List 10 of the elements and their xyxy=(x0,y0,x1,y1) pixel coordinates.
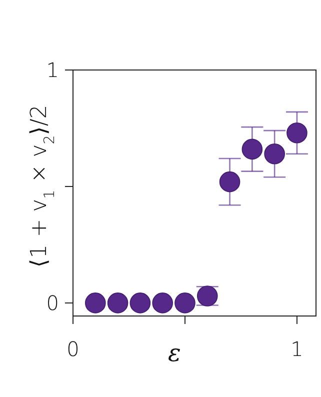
point xyxy=(84,292,106,314)
point xyxy=(219,171,240,192)
point xyxy=(242,138,263,160)
point xyxy=(286,122,308,144)
x-axis-title: ε xyxy=(168,339,181,367)
point xyxy=(264,143,285,164)
point xyxy=(107,292,128,314)
point xyxy=(130,292,151,314)
point xyxy=(152,292,173,314)
point xyxy=(174,292,196,314)
